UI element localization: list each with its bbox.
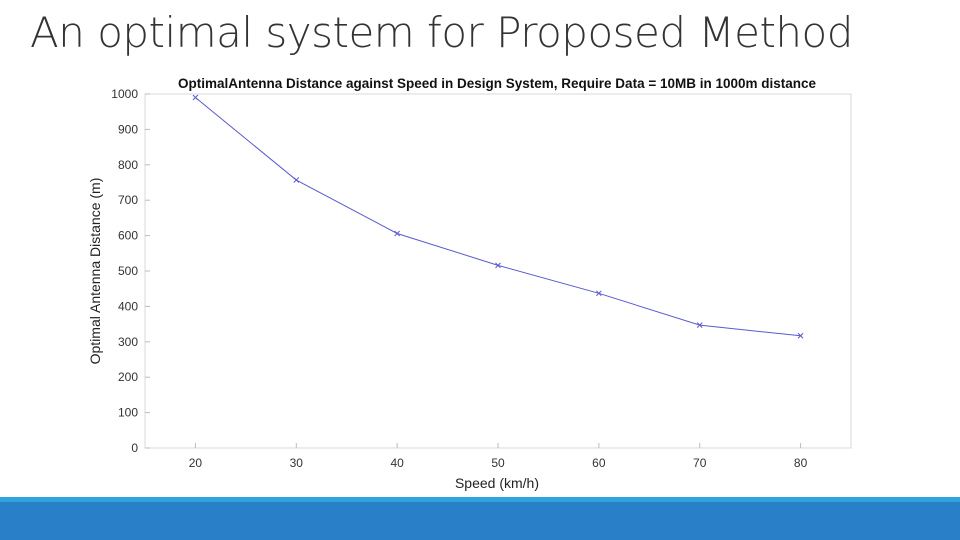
y-tick-label: 900 (118, 122, 138, 136)
y-tick-label: 600 (118, 229, 138, 243)
x-tick-label: 70 (693, 456, 707, 470)
footer-band-dark (0, 502, 960, 540)
data-point-marker (797, 332, 804, 339)
y-tick-label: 300 (118, 335, 138, 349)
plot-frame (144, 93, 852, 449)
data-point-marker (495, 262, 501, 269)
y-tick-label: 700 (118, 193, 138, 207)
series-line (195, 97, 801, 337)
x-axis-label: Speed (km/h) (455, 475, 539, 491)
y-tick-label: 0 (131, 441, 138, 455)
x-tick-label: 80 (794, 456, 808, 470)
y-tick-label: 400 (118, 299, 138, 313)
y-tick-label: 1000 (111, 87, 138, 101)
data-point-marker (293, 177, 300, 183)
x-tick-label: 40 (390, 456, 404, 470)
chart: OptimalAntenna Distance against Speed in… (87, 76, 852, 491)
data-point-marker (192, 94, 199, 101)
y-tick-label: 200 (118, 370, 138, 384)
x-tick-label: 50 (491, 456, 505, 470)
y-tick-label: 100 (118, 406, 138, 420)
data-point-marker (696, 322, 703, 329)
y-tick-label: 500 (118, 264, 138, 278)
y-axis-ticks: 0 100 200 300 400 500 600 700 800 900 1000 (111, 87, 150, 455)
x-tick-label: 30 (290, 456, 304, 470)
x-axis-ticks: 20 30 40 50 60 70 80 (189, 443, 808, 470)
chart-title: OptimalAntenna Distance against Speed in… (178, 76, 817, 91)
x-tick-label: 20 (189, 456, 203, 470)
data-point-marker (394, 230, 400, 237)
y-axis-label: Optimal Antenna Distance (m) (87, 178, 103, 365)
y-tick-label: 800 (118, 158, 138, 172)
data-point-marker (596, 290, 602, 297)
slide-title: An optimal system for Proposed Method (30, 8, 853, 57)
x-tick-label: 60 (592, 456, 606, 470)
series-markers (192, 94, 804, 339)
footer-band-light (0, 497, 960, 502)
